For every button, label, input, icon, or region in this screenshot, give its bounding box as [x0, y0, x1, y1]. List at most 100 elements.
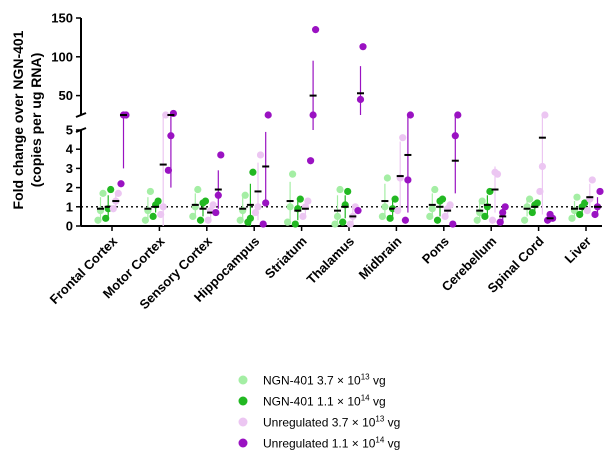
data-point — [596, 187, 604, 196]
y-tick-label: 150 — [51, 11, 73, 26]
legend-label-exponent: 13 — [375, 415, 384, 424]
data-point — [102, 214, 110, 222]
y-tick-label: 50 — [59, 88, 73, 103]
data-point — [154, 197, 162, 205]
data-point — [493, 170, 502, 178]
data-point — [538, 162, 547, 171]
data-point — [391, 195, 399, 203]
data-point — [356, 95, 365, 104]
data-point — [346, 220, 354, 228]
data-point — [401, 216, 409, 224]
y-tick-label: 100 — [51, 49, 73, 64]
legend-label-unit: vg — [384, 437, 400, 451]
data-point — [344, 187, 352, 196]
legend-label-text: NGN-401 1.1 × 10 — [263, 395, 361, 409]
data-point — [528, 208, 536, 217]
data-point — [449, 220, 457, 228]
data-point — [428, 205, 436, 213]
data-point — [117, 180, 125, 188]
data-point — [591, 210, 599, 219]
legend-label-exponent: 13 — [361, 373, 370, 382]
data-point — [189, 212, 197, 220]
data-point — [256, 151, 265, 159]
data-point — [454, 111, 462, 119]
legend-label: Unregulated 3.7 × 1013 vg — [263, 415, 400, 430]
legend-label-text: NGN-401 3.7 × 10 — [263, 374, 361, 388]
y-axis-label-units: (copies per ug RNA) — [28, 53, 44, 188]
data-point — [581, 199, 589, 207]
y-tick-label: 4 — [66, 142, 74, 157]
data-point — [259, 220, 267, 228]
data-point — [406, 111, 414, 119]
legend-label-unit: vg — [384, 416, 400, 430]
legend-marker — [238, 417, 248, 427]
data-point — [359, 43, 367, 51]
data-point — [473, 216, 481, 224]
data-point — [533, 199, 541, 207]
data-point — [284, 218, 292, 226]
y-axis-label: Fold change over NGN-401 — [10, 30, 26, 209]
data-point — [194, 185, 202, 194]
y-axis-break-mark — [75, 112, 87, 118]
data-point — [214, 191, 222, 199]
data-point — [114, 189, 122, 197]
data-point — [141, 216, 149, 224]
data-point — [107, 185, 115, 194]
data-point — [441, 212, 449, 220]
data-point — [496, 218, 504, 226]
data-point — [307, 157, 315, 165]
data-point — [264, 111, 272, 119]
data-point — [167, 132, 175, 140]
series-group — [109, 111, 596, 228]
data-point — [236, 216, 244, 224]
axes: 0 1 2 3 4 5 50 100 150 — [51, 11, 602, 234]
data-point — [381, 203, 389, 211]
data-point — [568, 214, 576, 222]
data-point — [331, 220, 339, 228]
data-point — [157, 210, 165, 219]
data-point — [488, 216, 497, 224]
data-point — [209, 201, 217, 209]
series-group — [102, 168, 589, 228]
data-point — [339, 218, 347, 226]
data-point — [536, 187, 544, 196]
legend-marker — [238, 396, 248, 406]
category-label: Thalamus — [304, 234, 358, 288]
legend-label-unit: vg — [370, 395, 386, 409]
data-point — [583, 207, 591, 215]
series-group — [117, 26, 604, 228]
data-point — [291, 220, 299, 228]
legend-label-text: Unregulated 3.7 × 10 — [263, 416, 376, 430]
data-point — [433, 216, 442, 224]
data-point — [336, 185, 344, 194]
legend-label-unit: vg — [370, 374, 386, 388]
data-point — [146, 187, 154, 196]
data-point — [333, 212, 342, 220]
data-point — [196, 216, 205, 224]
data-point — [212, 208, 220, 217]
legend-label: NGN-401 1.1 × 1014 vg — [263, 394, 386, 409]
data-point — [296, 195, 304, 203]
data-point — [254, 203, 262, 211]
data-point — [541, 111, 549, 119]
data-point — [521, 216, 529, 224]
data-point — [251, 208, 260, 217]
data-point — [249, 168, 257, 176]
data-point — [94, 216, 102, 224]
data-point — [162, 111, 170, 119]
data-point — [304, 197, 312, 205]
y-tick-label: 0 — [66, 219, 73, 234]
category-label: Midbrain — [356, 233, 405, 282]
data-point — [217, 151, 225, 159]
legend-marker — [238, 375, 248, 385]
data-point — [383, 174, 391, 182]
category-label: Striatum — [262, 234, 310, 282]
data-point — [354, 207, 362, 215]
data-point — [204, 216, 212, 224]
data-point — [312, 26, 320, 34]
legend-marker — [238, 438, 248, 448]
data-point — [286, 203, 294, 211]
data-point — [431, 185, 439, 194]
legend-label-exponent: 14 — [375, 436, 384, 445]
